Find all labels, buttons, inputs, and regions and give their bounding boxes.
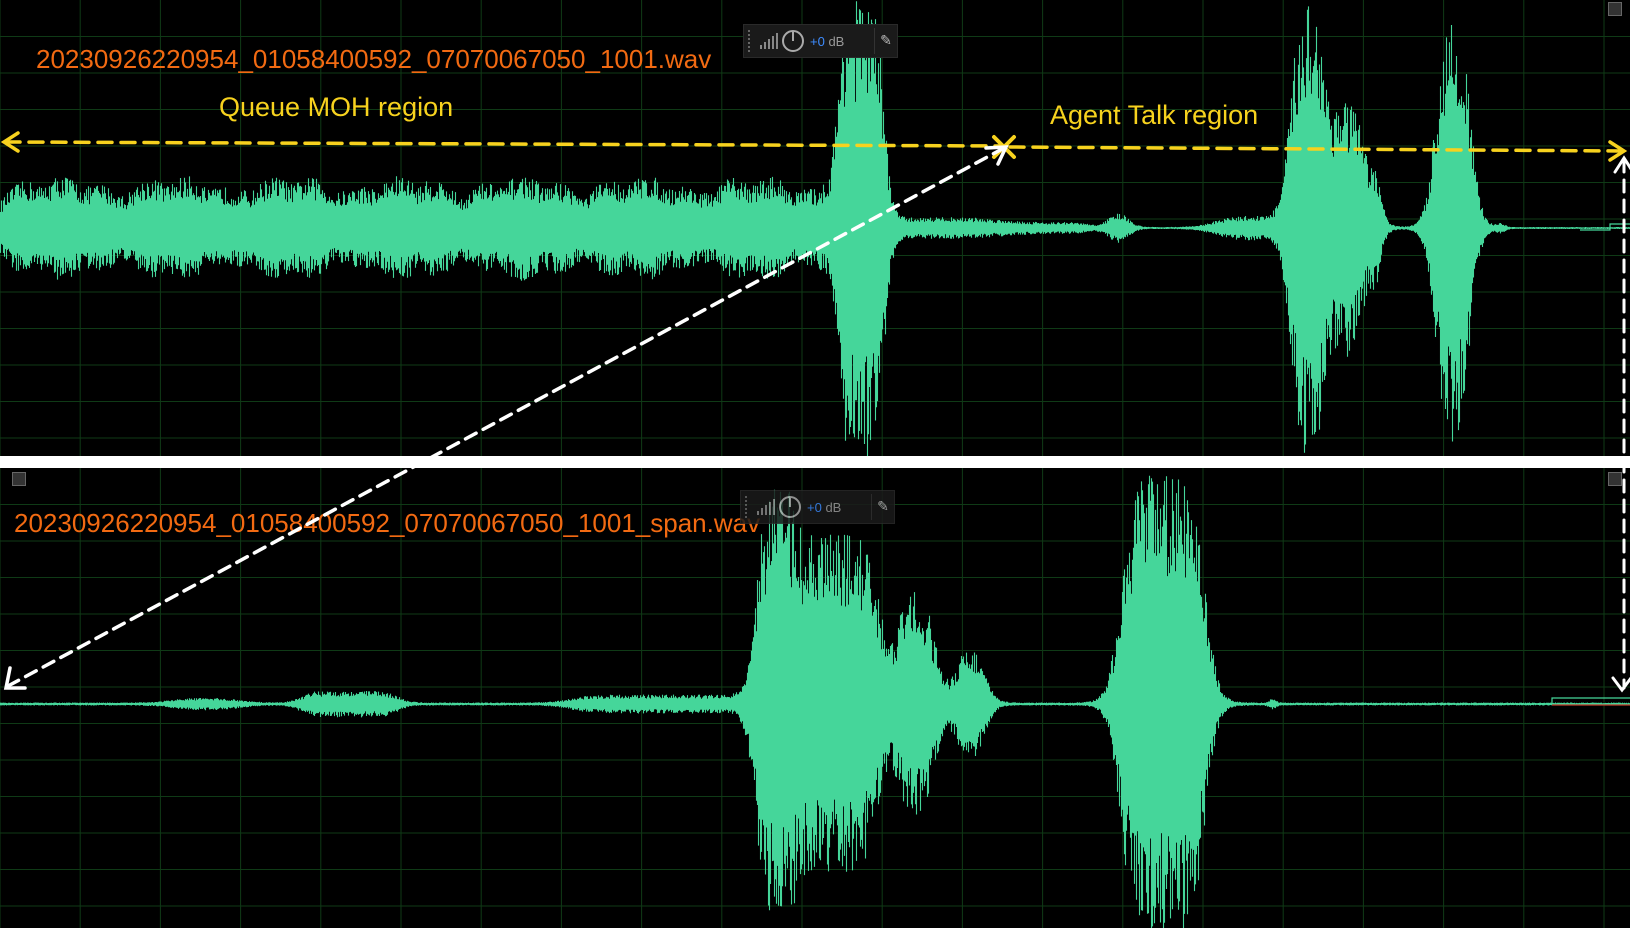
volume-readout-top[interactable]: +0 dB	[810, 33, 845, 49]
queue-region-arrow	[0, 131, 1006, 153]
grip-icon[interactable]	[748, 30, 758, 52]
waveform-bottom[interactable]	[0, 468, 1630, 928]
agent-region-arrow	[1008, 140, 1628, 162]
resize-corner-icon[interactable]	[1608, 472, 1622, 486]
volume-readout-bottom[interactable]: +0 dB	[807, 499, 842, 515]
track-divider[interactable]	[0, 456, 1630, 468]
power-icon[interactable]	[777, 494, 803, 520]
alignment-arrow-vertical	[1611, 155, 1630, 693]
pin-icon[interactable]: ✎	[880, 33, 892, 49]
queue-moh-region-label: Queue MOH region	[219, 92, 454, 122]
resize-corner-icon[interactable]	[1608, 2, 1622, 16]
track-hud-top[interactable]: +0 dB ✎	[743, 24, 898, 58]
track-filename-top: 20230926220954_01058400592_07070067050_1…	[36, 44, 712, 74]
agent-talk-region-label: Agent Talk region	[1050, 100, 1259, 130]
volume-bars-icon[interactable]	[755, 497, 777, 517]
alignment-arrow-diagonal	[3, 145, 1009, 690]
power-icon[interactable]	[780, 28, 806, 54]
waveform-top[interactable]	[0, 0, 1630, 456]
resize-corner-icon[interactable]	[12, 472, 26, 486]
track-pane-top[interactable]: 20230926220954_01058400592_07070067050_1…	[0, 0, 1630, 456]
grip-icon[interactable]	[745, 496, 755, 518]
track-hud-bottom[interactable]: +0 dB ✎	[740, 490, 895, 524]
track-filename-bottom: 20230926220954_01058400592_07070067050_1…	[14, 508, 761, 538]
pin-icon[interactable]: ✎	[877, 499, 889, 515]
volume-bars-icon[interactable]	[758, 31, 780, 51]
